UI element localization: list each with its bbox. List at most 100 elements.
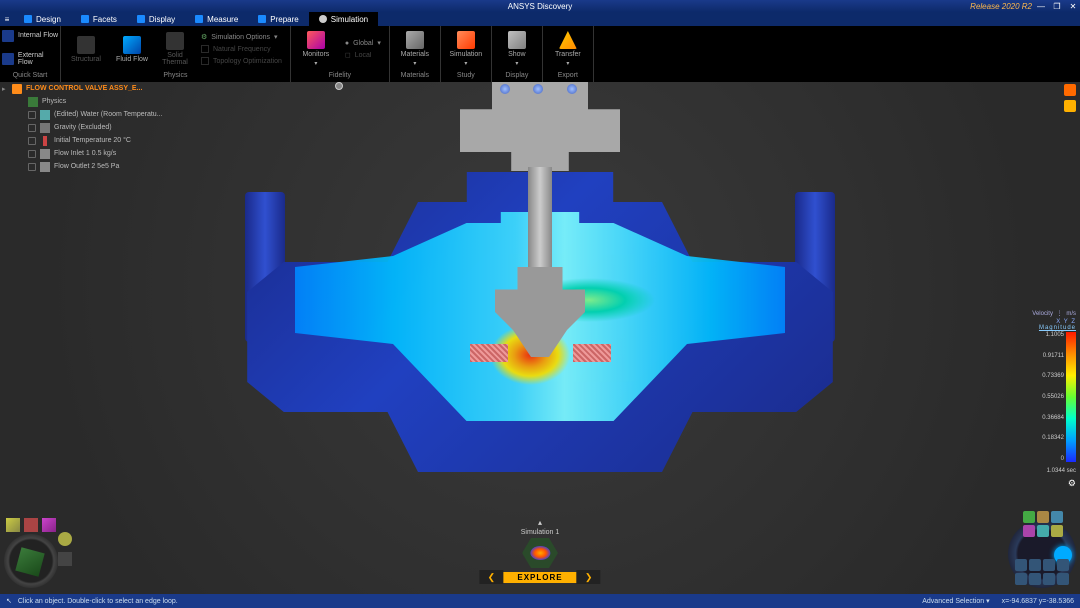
btn-label: Solid Thermal <box>162 52 188 66</box>
home-view-icon[interactable] <box>6 518 20 532</box>
selection-mode-label: Advanced Selection <box>922 598 984 605</box>
monitors-button[interactable]: Monitors ▾ <box>295 29 337 69</box>
perspective-icon[interactable] <box>42 518 56 532</box>
legend-axes[interactable]: X Y Z Magnitude <box>1028 319 1076 331</box>
transfer-button[interactable]: Transfer ▾ <box>547 29 589 69</box>
share-icon: ⇪ <box>559 543 566 552</box>
tree-physics[interactable]: Physics <box>0 95 200 108</box>
tab-display[interactable]: Display <box>127 12 185 26</box>
legend-settings-button[interactable]: ⚙ <box>1028 478 1076 489</box>
fidelity-slider[interactable] <box>335 82 347 94</box>
stage-label[interactable]: EXPLORE <box>503 572 576 583</box>
solid-thermal-button[interactable]: Solid Thermal <box>157 29 193 69</box>
local-fidelity-button[interactable]: ◻ Local <box>341 49 385 61</box>
group-label: Study <box>441 72 491 82</box>
visibility-toggle[interactable] <box>28 163 36 171</box>
tool-icon[interactable] <box>1043 573 1055 585</box>
global-fidelity-button[interactable]: ● Global ▾ <box>341 37 385 49</box>
visibility-toggle[interactable] <box>28 150 36 158</box>
materials-button[interactable]: Materials ▾ <box>394 29 436 69</box>
result-vector-icon[interactable] <box>1037 511 1049 523</box>
result-iso-icon[interactable] <box>1023 525 1035 537</box>
tool-icon[interactable] <box>1043 559 1055 571</box>
next-stage-button[interactable]: ❯ <box>577 570 601 584</box>
app-menu-button[interactable]: ≡ <box>0 12 14 26</box>
opt-label: Simulation Options <box>211 34 270 41</box>
visibility-toggle[interactable] <box>28 124 36 132</box>
restore-button[interactable]: ❐ <box>1052 2 1062 11</box>
tool-icon[interactable] <box>1015 573 1027 585</box>
external-flow-button[interactable]: External Flow <box>0 49 60 68</box>
tree-flow-outlet[interactable]: Flow Outlet 2 5e5 Pa <box>0 160 200 173</box>
chevron-up-icon[interactable]: ▴ <box>538 518 542 527</box>
result-particle-icon[interactable] <box>1037 525 1049 537</box>
assembly-icon <box>12 84 22 94</box>
tab-prepare[interactable]: Prepare <box>248 12 308 26</box>
tool-icon[interactable] <box>1015 559 1027 571</box>
tab-label: Design <box>36 15 61 24</box>
simulation-options-dropdown[interactable]: ⚙ Simulation Options ▾ <box>197 31 286 43</box>
natural-frequency-toggle[interactable]: Natural Frequency <box>197 43 286 55</box>
prepare-icon <box>258 15 266 23</box>
expand-icon[interactable] <box>58 552 72 566</box>
viewport-tools-top-right <box>1064 84 1076 112</box>
probe-icon[interactable] <box>1064 100 1076 112</box>
solid-thermal-icon <box>166 32 184 50</box>
btn-label: Monitors <box>302 51 329 58</box>
tree-fluid[interactable]: (Edited) Water (Room Temperatu... <box>0 108 200 121</box>
tab-measure[interactable]: Measure <box>185 12 248 26</box>
tree-initial-temperature[interactable]: Initial Temperature 20 °C <box>0 134 200 147</box>
internal-flow-button[interactable]: Internal Flow <box>0 26 60 45</box>
tab-facets[interactable]: Facets <box>71 12 127 26</box>
fluid-flow-button[interactable]: Fluid Flow <box>111 29 153 69</box>
inlet-icon <box>40 149 50 159</box>
qs-label: Internal Flow <box>18 32 58 39</box>
simulation-name[interactable]: Simulation 1 <box>521 529 560 536</box>
tool-icon[interactable] <box>1057 573 1069 585</box>
tree-root[interactable]: ▸ FLOW CONTROL VALVE ASSY_E... <box>0 82 200 95</box>
legend-tick: 0.55026 <box>1042 394 1064 400</box>
external-flow-icon <box>2 53 14 65</box>
result-streamline-icon[interactable] <box>1051 511 1063 523</box>
expand-icon[interactable]: ▸ <box>2 85 8 93</box>
tree-flow-inlet[interactable]: Flow Inlet 1 0.5 kg/s <box>0 147 200 160</box>
minimize-button[interactable]: — <box>1036 2 1046 11</box>
seat-right <box>573 344 611 362</box>
tool-icon[interactable] <box>1029 573 1041 585</box>
ribbon: Internal Flow External Flow Quick Start … <box>0 26 1080 82</box>
opt-label: Global <box>353 40 373 47</box>
house-icon[interactable] <box>24 518 38 532</box>
checkbox-icon <box>201 45 209 53</box>
share-button[interactable]: ⇪1 <box>558 540 572 554</box>
tab-label: Facets <box>93 15 117 24</box>
close-button[interactable]: ✕ <box>1068 2 1078 11</box>
tool-icon[interactable] <box>1029 559 1041 571</box>
result-contour-icon[interactable] <box>1023 511 1035 523</box>
chart-icon[interactable] <box>1064 84 1076 96</box>
solver-hex-button[interactable]: ⇪1 <box>522 538 558 568</box>
topology-optimization-toggle[interactable]: Topology Optimization <box>197 55 286 67</box>
facets-icon <box>81 15 89 23</box>
selection-mode-dropdown[interactable]: Advanced Selection ▾ <box>922 597 989 605</box>
gear-icon[interactable] <box>58 532 72 546</box>
tool-icon[interactable] <box>1057 559 1069 571</box>
structural-button[interactable]: Structural <box>65 29 107 69</box>
slider-thumb-icon[interactable] <box>335 82 343 90</box>
valve-stem <box>528 167 552 277</box>
visibility-toggle[interactable] <box>28 111 36 119</box>
structural-icon <box>77 36 95 54</box>
simulation-button[interactable]: Simulation ▾ <box>445 29 487 69</box>
tree-label: Gravity (Excluded) <box>54 124 112 131</box>
tab-design[interactable]: Design <box>14 12 71 26</box>
result-direction-icon[interactable] <box>1051 525 1063 537</box>
btn-label: Show <box>508 51 526 58</box>
tree-gravity[interactable]: Gravity (Excluded) <box>0 121 200 134</box>
visibility-toggle[interactable] <box>28 137 36 145</box>
release-label: Release 2020 R2 <box>970 2 1032 11</box>
legend-tick: 0.91711 <box>1042 353 1064 359</box>
prev-stage-button[interactable]: ❮ <box>479 570 503 584</box>
show-button[interactable]: Show ▾ <box>496 29 538 69</box>
tab-simulation[interactable]: Simulation <box>309 12 378 26</box>
colorbar[interactable] <box>1066 332 1076 462</box>
outline-tree: ▸ FLOW CONTROL VALVE ASSY_E... Physics (… <box>0 82 200 173</box>
